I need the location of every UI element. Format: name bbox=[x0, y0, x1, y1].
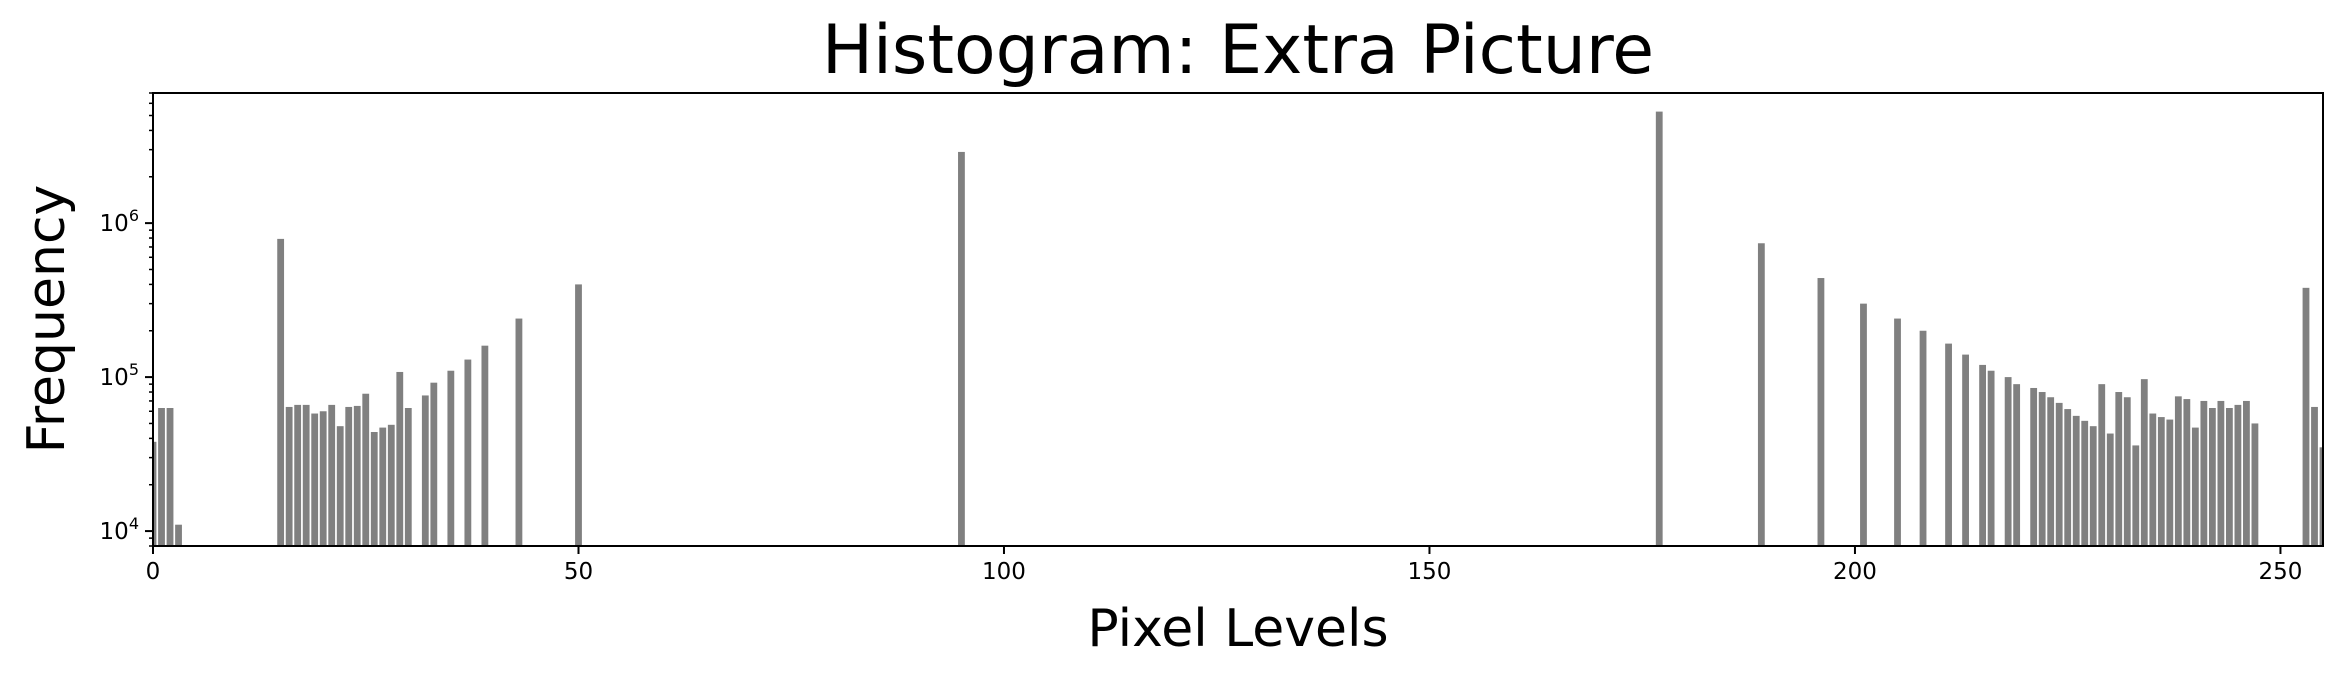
y-tick-label: 104 bbox=[100, 514, 139, 545]
bar-205 bbox=[1894, 318, 1901, 546]
bar-216 bbox=[1987, 370, 1995, 546]
x-tick-label: 200 bbox=[1833, 559, 1877, 585]
bar-189 bbox=[1757, 243, 1765, 546]
bar-225 bbox=[2064, 409, 2072, 546]
bar-16 bbox=[285, 406, 293, 546]
bar-218 bbox=[2004, 377, 2012, 546]
bar-222 bbox=[2038, 392, 2046, 546]
bar-25 bbox=[362, 393, 370, 546]
y-tick-label: 105 bbox=[100, 360, 139, 391]
bar-233 bbox=[2132, 445, 2140, 546]
bar-224 bbox=[2055, 402, 2063, 546]
bar-242 bbox=[2208, 408, 2216, 546]
bar-27 bbox=[379, 427, 387, 546]
bar-235 bbox=[2149, 413, 2157, 546]
bar-177 bbox=[1655, 111, 1663, 546]
bar-2 bbox=[166, 408, 174, 546]
bar-239 bbox=[2183, 399, 2191, 546]
bar-231 bbox=[2115, 392, 2123, 546]
bar-234 bbox=[2140, 379, 2148, 546]
bar-0 bbox=[153, 441, 157, 546]
chart-title: Histogram: Extra Picture bbox=[822, 11, 1654, 90]
y-axis-label: Frequency bbox=[17, 185, 77, 454]
bar-219 bbox=[2013, 384, 2021, 546]
bar-37 bbox=[464, 359, 472, 546]
bar-221 bbox=[2030, 387, 2038, 546]
x-tick-label: 50 bbox=[564, 559, 593, 585]
bar-196 bbox=[1817, 278, 1825, 546]
bar-245 bbox=[2234, 404, 2242, 546]
bar-226 bbox=[2072, 415, 2080, 546]
bar-50 bbox=[575, 284, 582, 546]
bar-3 bbox=[175, 524, 182, 546]
y-axis: 104 105 106 bbox=[100, 92, 153, 547]
bar-24 bbox=[353, 405, 361, 546]
bars-group bbox=[153, 111, 2323, 546]
bar-228 bbox=[2089, 426, 2097, 546]
bar-17 bbox=[294, 404, 302, 546]
x-axis: 0 50 100 150 200 250 bbox=[146, 546, 2302, 585]
bar-247 bbox=[2251, 423, 2259, 546]
bar-23 bbox=[345, 406, 353, 546]
bar-213 bbox=[1962, 354, 1969, 546]
bar-229 bbox=[2098, 384, 2106, 546]
bar-32 bbox=[421, 395, 429, 546]
bar-246 bbox=[2243, 400, 2250, 546]
x-axis-label: Pixel Levels bbox=[1087, 599, 1388, 659]
bar-22 bbox=[336, 426, 344, 546]
bar-211 bbox=[1945, 343, 1952, 546]
bar-95 bbox=[958, 151, 965, 546]
bar-237 bbox=[2166, 419, 2174, 546]
bar-29 bbox=[396, 371, 404, 546]
bar-243 bbox=[2217, 400, 2225, 546]
plot-frame bbox=[152, 92, 2324, 547]
x-tick-label: 150 bbox=[1408, 559, 1452, 585]
bar-215 bbox=[1979, 364, 1987, 546]
bar-241 bbox=[2200, 400, 2208, 546]
x-tick-label: 0 bbox=[146, 559, 161, 585]
bar-201 bbox=[1860, 303, 1867, 546]
bar-18 bbox=[302, 404, 310, 546]
bar-43 bbox=[515, 318, 523, 546]
bar-208 bbox=[1919, 330, 1927, 546]
x-tick-label: 100 bbox=[982, 559, 1026, 585]
bar-232 bbox=[2123, 397, 2131, 546]
bar-35 bbox=[447, 370, 455, 546]
x-tick-label: 250 bbox=[2258, 559, 2302, 585]
bar-15 bbox=[277, 238, 285, 546]
bar-230 bbox=[2106, 433, 2114, 546]
bar-33 bbox=[430, 382, 438, 546]
bar-20 bbox=[319, 411, 327, 546]
bar-1 bbox=[158, 408, 165, 546]
bar-253 bbox=[2302, 287, 2310, 546]
bar-240 bbox=[2191, 427, 2199, 546]
bar-21 bbox=[328, 404, 336, 546]
bar-19 bbox=[311, 413, 319, 546]
bar-238 bbox=[2174, 396, 2182, 546]
bar-254 bbox=[2311, 406, 2318, 546]
y-tick-label: 106 bbox=[100, 206, 139, 237]
bar-30 bbox=[404, 408, 412, 546]
bar-26 bbox=[370, 432, 378, 546]
bar-244 bbox=[2225, 408, 2233, 546]
bar-39 bbox=[481, 345, 489, 546]
bar-28 bbox=[387, 424, 395, 546]
bar-223 bbox=[2047, 397, 2055, 546]
bar-255 bbox=[2319, 447, 2323, 546]
bar-227 bbox=[2081, 420, 2089, 546]
bar-236 bbox=[2157, 417, 2165, 546]
